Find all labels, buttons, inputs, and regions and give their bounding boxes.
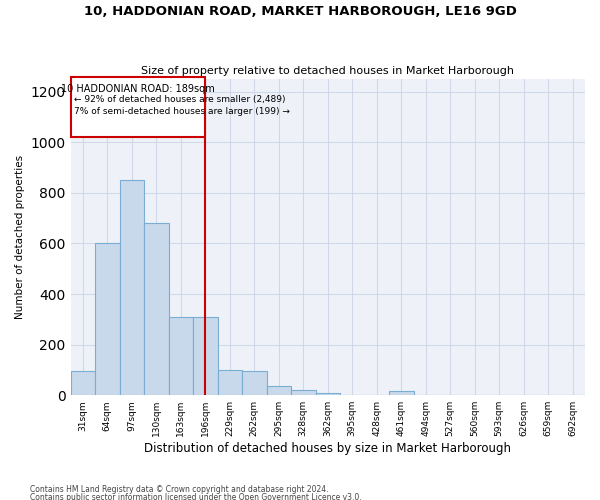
Bar [316, 392, 340, 395]
Bar [193, 317, 218, 395]
Y-axis label: Number of detached properties: Number of detached properties [15, 155, 25, 319]
Bar [242, 371, 266, 395]
Bar [169, 317, 193, 395]
Text: ← 92% of detached houses are smaller (2,489): ← 92% of detached houses are smaller (2,… [74, 96, 286, 104]
Text: Contains HM Land Registry data © Crown copyright and database right 2024.: Contains HM Land Registry data © Crown c… [30, 486, 329, 494]
Bar [266, 386, 291, 395]
Text: 10, HADDONIAN ROAD, MARKET HARBOROUGH, LE16 9GD: 10, HADDONIAN ROAD, MARKET HARBOROUGH, L… [83, 5, 517, 18]
X-axis label: Distribution of detached houses by size in Market Harborough: Distribution of detached houses by size … [144, 442, 511, 455]
Bar [119, 180, 144, 395]
Bar [71, 371, 95, 395]
Bar [144, 223, 169, 395]
Bar [291, 390, 316, 395]
Title: Size of property relative to detached houses in Market Harborough: Size of property relative to detached ho… [141, 66, 514, 76]
Text: 10 HADDONIAN ROAD: 189sqm: 10 HADDONIAN ROAD: 189sqm [61, 84, 215, 94]
Bar [95, 244, 119, 395]
FancyBboxPatch shape [71, 76, 205, 137]
Text: 7% of semi-detached houses are larger (199) →: 7% of semi-detached houses are larger (1… [74, 107, 290, 116]
Text: Contains public sector information licensed under the Open Government Licence v3: Contains public sector information licen… [30, 492, 362, 500]
Bar [389, 392, 413, 395]
Bar [218, 370, 242, 395]
